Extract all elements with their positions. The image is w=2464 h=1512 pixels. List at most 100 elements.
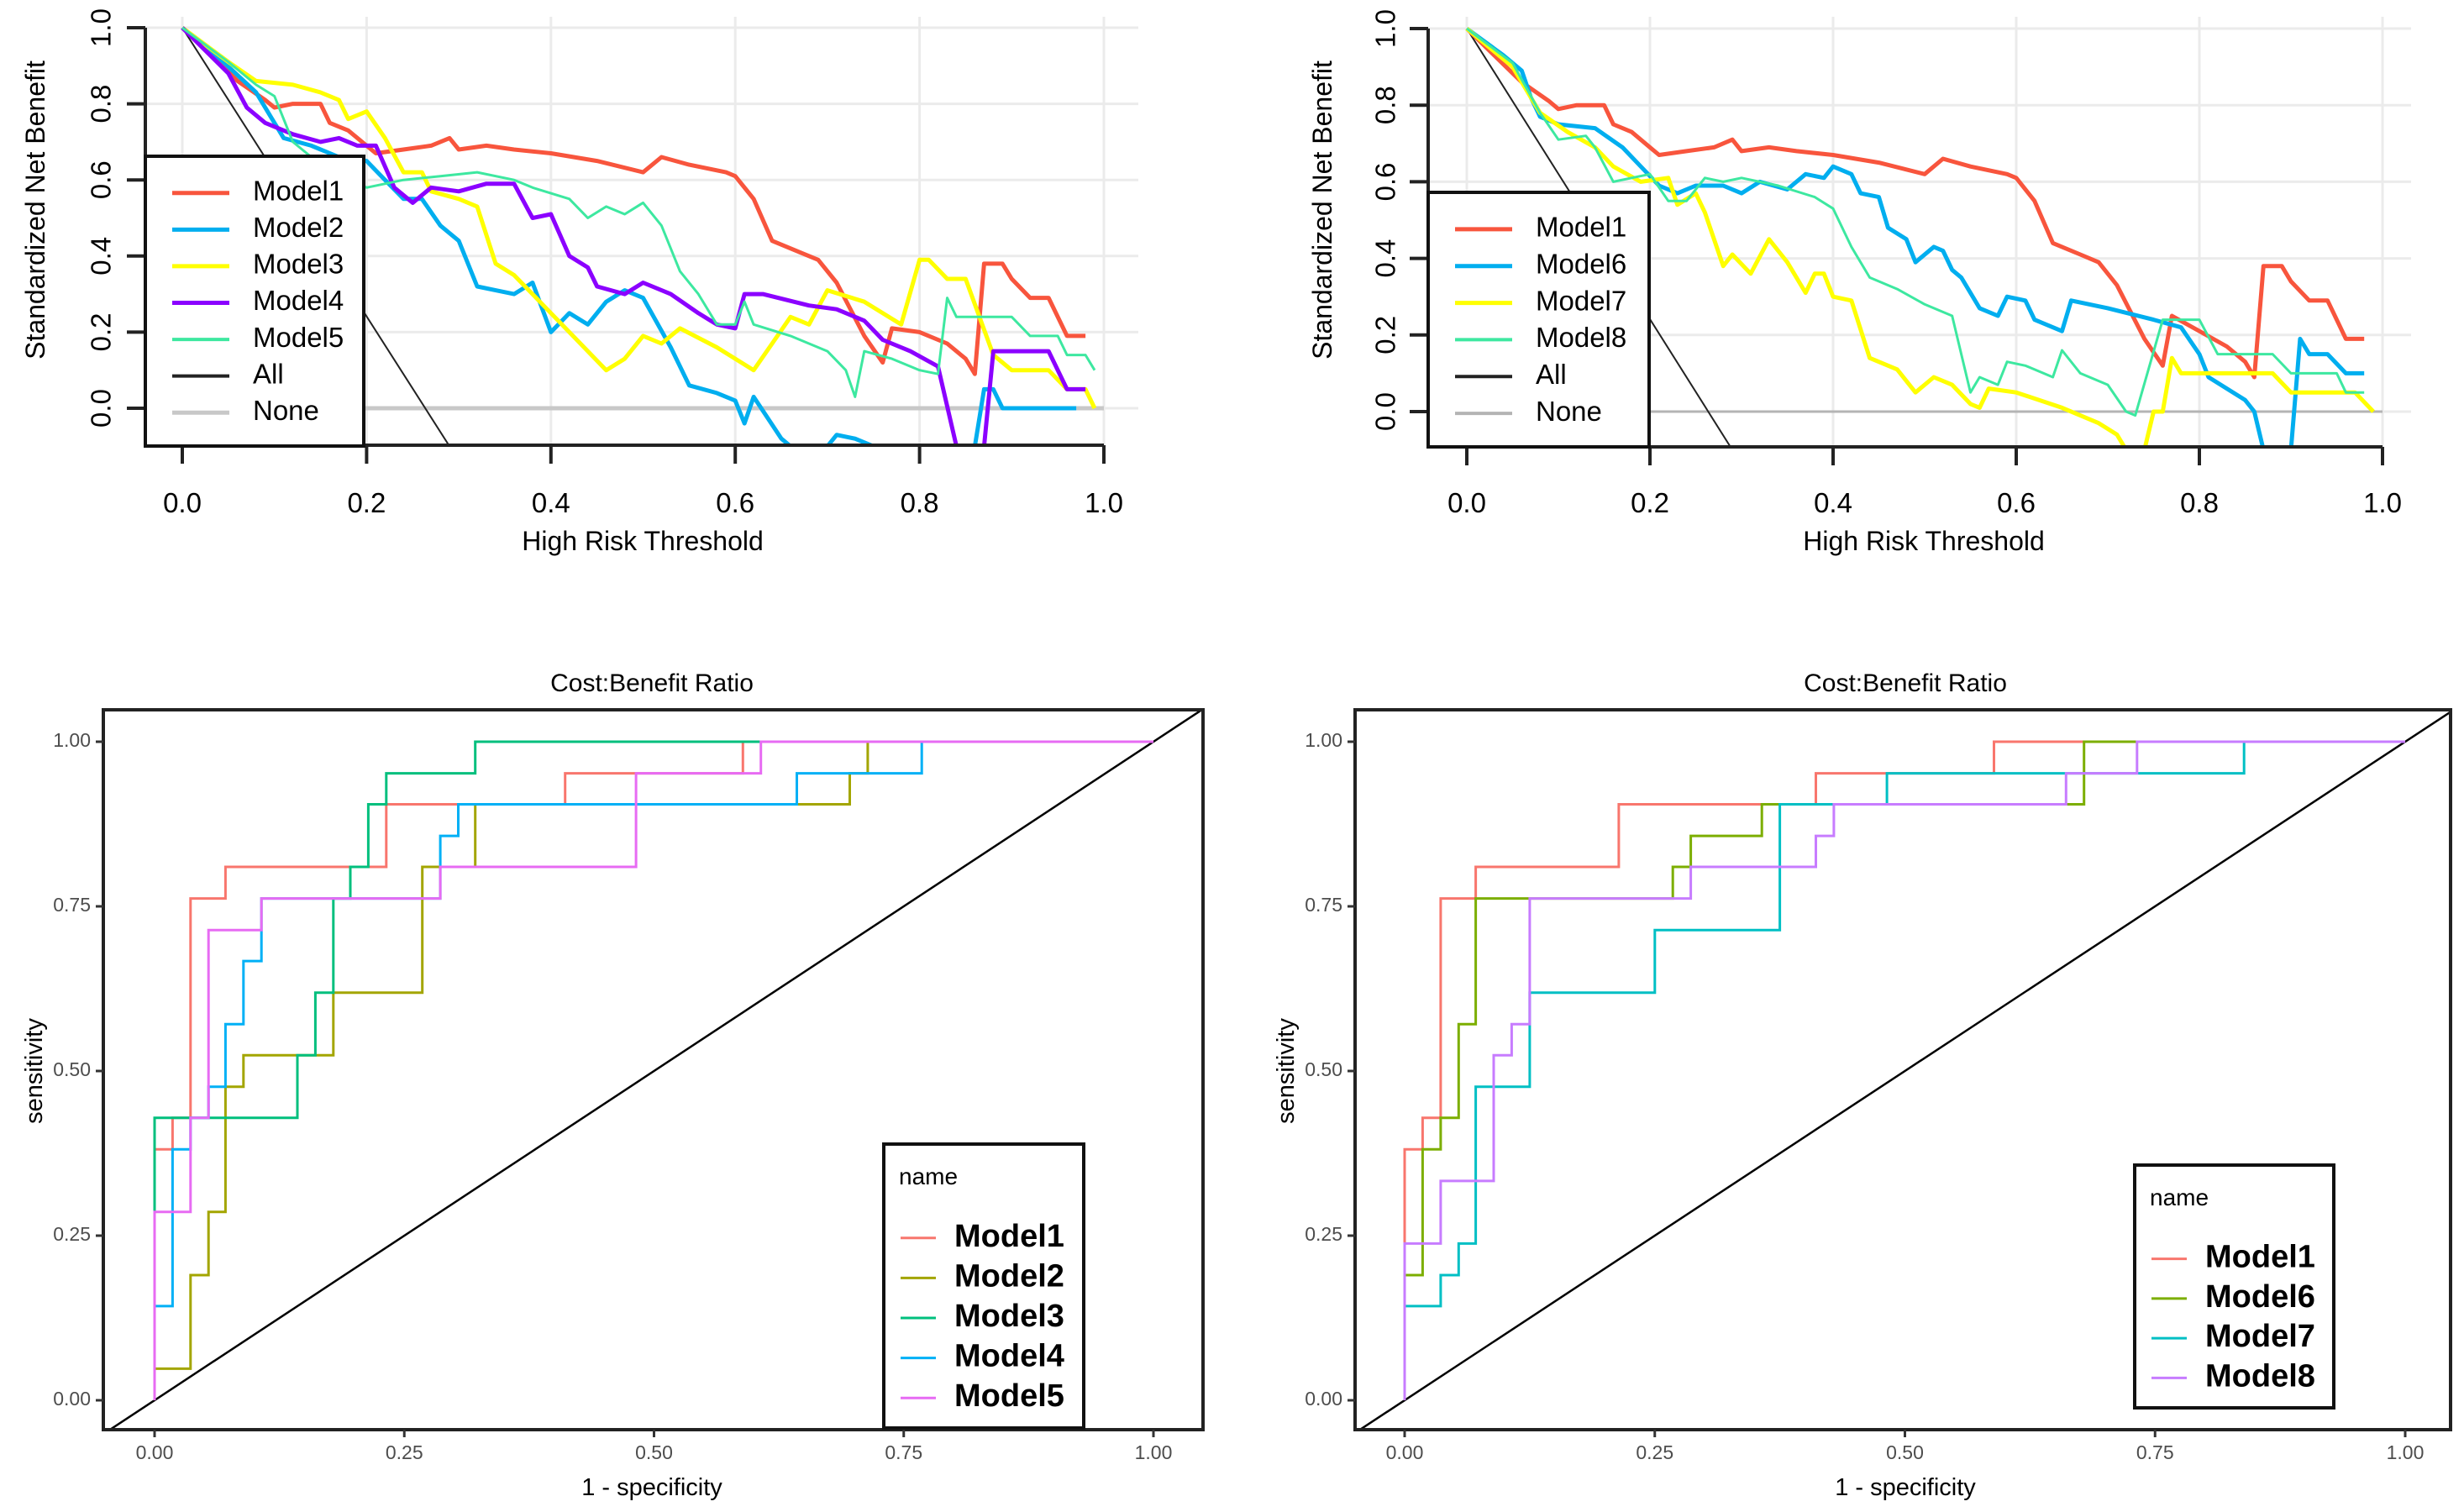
roc-curve-model2	[153, 740, 1153, 1400]
legend-label-model3: Model3	[954, 1299, 1064, 1334]
legend-label-all: All	[1536, 359, 1567, 390]
legend-label-model1: Model1	[1536, 212, 1626, 243]
legend-label-model7: Model7	[2205, 1319, 2315, 1354]
y-tick-label: 0.6	[1370, 162, 1401, 201]
y-tick-label: 0.75	[53, 894, 91, 916]
y-tick-label: 1.0	[1370, 9, 1401, 48]
x-tick-label: 0.00	[136, 1441, 174, 1463]
legend-title: name	[2150, 1184, 2209, 1210]
x-tick-label: 1.00	[2387, 1441, 2425, 1463]
reference-diagonal-line	[108, 710, 1203, 1430]
y-tick-label: 0.4	[1370, 239, 1401, 278]
legend-label-none: None	[1536, 396, 1602, 427]
roc-curve-model6	[1403, 740, 2405, 1400]
series-line-model2-part3	[973, 386, 1077, 445]
x-tick-label: 0.2	[1631, 487, 1669, 518]
x-axis-label: 1 - specificity	[1835, 1474, 1976, 1501]
legend-title: name	[899, 1163, 958, 1189]
y-tick-label: 0.2	[86, 312, 117, 351]
series-line-model1	[181, 26, 1086, 376]
series-line-model6-part2	[2288, 336, 2365, 447]
legend-label-model4: Model4	[954, 1339, 1064, 1374]
roc-panel-left: Cost:Benefit Ratio 0.00 0.25 0.50 0.75 1.00 0…	[21, 669, 1205, 1501]
legend-label-model1: Model1	[954, 1219, 1064, 1254]
y-tick-label: 0.50	[53, 1058, 91, 1080]
legend-label-model7: Model7	[1536, 285, 1626, 316]
y-axis-label: Standardized Net Benefit	[20, 60, 50, 360]
x-tick-label: 0.2	[347, 487, 386, 518]
x-tick-label: 0.4	[1814, 487, 1852, 518]
y-tick-label: 0.25	[53, 1223, 91, 1245]
legend-label-none: None	[253, 395, 319, 426]
x-tick-label: 0.6	[716, 487, 754, 518]
series-line-model8	[1466, 27, 2365, 417]
legend-label-model2: Model2	[253, 212, 344, 243]
series-line-model2-part2	[825, 433, 875, 445]
series-group	[1358, 710, 2451, 1430]
x-tick-label: 0.8	[901, 487, 939, 518]
dca-panel-left: 0.0 0.2 0.4 0.6 0.8 1.0 0.0 0.2 0.4 0.6 0.8 1.0 Hig…	[20, 8, 1138, 556]
legend-label-model4: Model4	[253, 285, 344, 316]
y-axis-label: Standardized Net Benefit	[1307, 60, 1337, 360]
axes: 0.00 0.25 0.50 0.75 1.00 0.00 0.25 0.50 0.75 1.00	[1305, 708, 2452, 1463]
x-tick-label: 0.0	[1447, 487, 1486, 518]
legend-label-model1: Model1	[253, 176, 344, 207]
legend-label-model5: Model5	[954, 1378, 1064, 1414]
y-tick-label: 1.0	[86, 8, 117, 47]
legend: name Model1 Model6 Model7 Model8	[2133, 1163, 2335, 1410]
legend: Model1 Model6 Model7 Model8 All None	[1426, 191, 1651, 449]
x-tick-label: 0.50	[1886, 1441, 1924, 1463]
y-axis-label: sensitivity	[1273, 1018, 1300, 1124]
series-line-model1	[1465, 27, 2365, 380]
legend-label-model3: Model3	[253, 249, 344, 280]
series-line-model4	[181, 26, 959, 445]
series-line-model3	[181, 25, 1097, 410]
x-tick-label: 0.6	[1997, 487, 2036, 518]
y-tick-label: 0.50	[1305, 1058, 1342, 1080]
x-axis-label: High Risk Threshold	[522, 526, 764, 556]
x-tick-label: 0.0	[163, 487, 202, 518]
y-axis-label: sensitivity	[21, 1018, 48, 1124]
chart-title: Cost:Benefit Ratio	[550, 669, 754, 697]
x-axis-label: 1 - specificity	[581, 1474, 722, 1501]
roc-curve-model4	[153, 740, 1153, 1400]
x-tick-label: 0.8	[2180, 487, 2219, 518]
roc-curve-model8	[1403, 740, 2405, 1400]
legend-label-model8: Model8	[1536, 322, 1626, 353]
y-tick-label: 0.8	[1370, 86, 1401, 124]
legend-box	[1426, 191, 1651, 449]
legend-box	[882, 1142, 1085, 1430]
legend-label-model5: Model5	[253, 322, 344, 353]
y-tick-label: 1.00	[53, 729, 91, 751]
chart-title: Cost:Benefit Ratio	[1804, 669, 2007, 697]
series-line-model7-part2	[2142, 355, 2375, 447]
x-tick-label: 0.50	[635, 1441, 673, 1463]
y-tick-label: 0.2	[1370, 316, 1401, 354]
series-line-model7	[1465, 27, 2127, 447]
y-tick-label: 1.00	[1305, 729, 1342, 751]
legend-label-model2: Model2	[954, 1258, 1064, 1294]
legend: name Model1 Model2 Model3 Model4 Model5	[882, 1142, 1085, 1430]
series-line-model4-part2	[982, 349, 1086, 445]
x-tick-label: 0.75	[2136, 1441, 2174, 1463]
x-tick-label: 1.00	[1135, 1441, 1173, 1463]
x-tick-label: 0.00	[1386, 1441, 1424, 1463]
legend-label-model6: Model6	[2205, 1279, 2315, 1315]
legend-label-model1: Model1	[2205, 1240, 2315, 1275]
y-tick-label: 0.00	[53, 1388, 91, 1410]
y-tick-label: 0.75	[1305, 894, 1342, 916]
x-tick-label: 0.4	[532, 487, 570, 518]
series-line-model2	[181, 26, 792, 445]
x-tick-label: 0.25	[386, 1441, 423, 1463]
x-tick-label: 0.25	[1636, 1441, 1673, 1463]
y-tick-label: 0.0	[86, 389, 117, 428]
y-tick-label: 0.4	[86, 237, 117, 276]
x-tick-label: 1.0	[1085, 487, 1123, 518]
reference-diagonal-line	[1358, 710, 2451, 1430]
legend-label-model8: Model8	[2205, 1358, 2315, 1394]
y-tick-label: 0.0	[1370, 392, 1401, 431]
axes: 0.00 0.25 0.50 0.75 1.00 0.00 0.25 0.50 0.75 1.00	[53, 708, 1205, 1463]
legend: Model1 Model2 Model3 Model4 Model5 All None	[144, 155, 365, 448]
